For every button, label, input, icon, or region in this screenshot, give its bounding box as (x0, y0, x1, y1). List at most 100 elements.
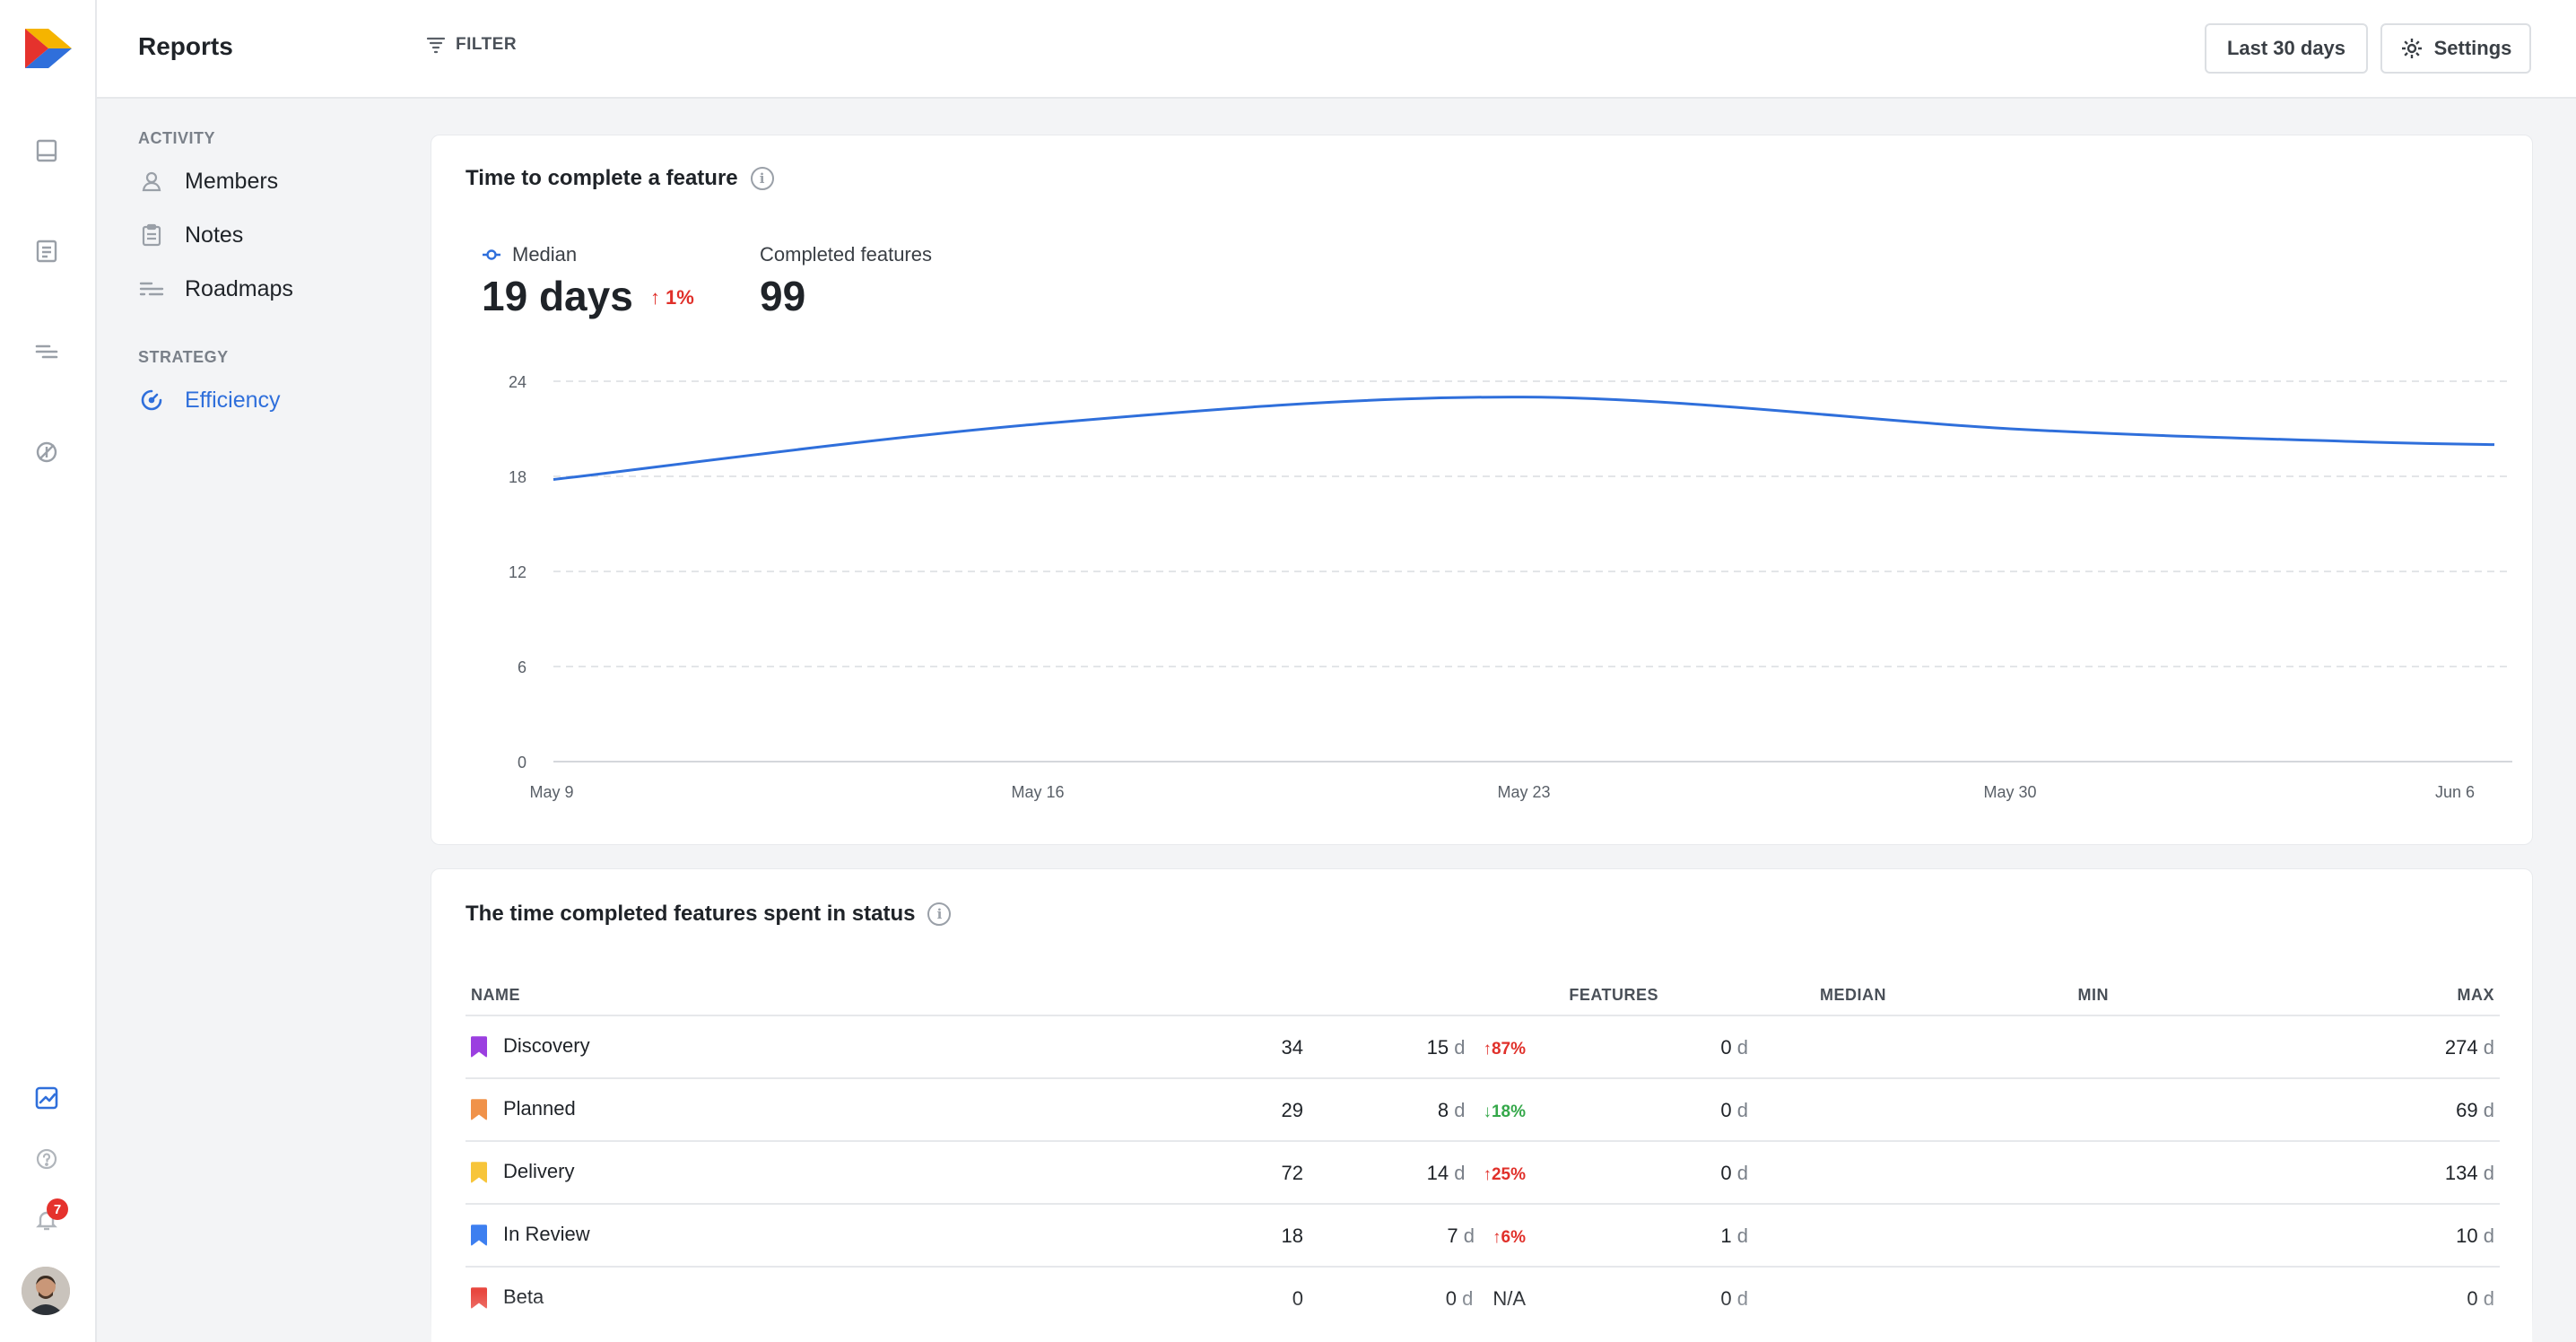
median-series-line[interactable] (553, 396, 2495, 482)
table-row[interactable]: In Review 18 7 d ↑6% 1 d 10 d (466, 1203, 2500, 1266)
nav-item-notes[interactable]: Notes (138, 217, 243, 253)
card-title-text: Time to complete a feature (466, 166, 738, 190)
status-flag-icon (471, 1099, 487, 1121)
col-min[interactable]: MIN (2077, 986, 2109, 1004)
status-name-cell: Delivery (471, 1160, 575, 1184)
person-icon (138, 168, 165, 195)
completed-label: Completed features (760, 243, 932, 266)
clipboard-icon (138, 222, 165, 248)
features-cell: 18 (1281, 1224, 1303, 1247)
nav-label-members: Members (185, 168, 279, 194)
date-range-button[interactable]: Last 30 days (2205, 23, 2368, 74)
x-tick-label: May 16 (1011, 783, 1064, 801)
nav-label-notes: Notes (185, 222, 244, 248)
median-delta: ↑ 1% (650, 286, 694, 309)
features-cell: 29 (1281, 1099, 1303, 1121)
filter-icon (426, 37, 446, 54)
filter-button[interactable]: FILTER (425, 34, 517, 56)
top-bar: Reports FILTER Last 30 days Settings (97, 0, 2576, 99)
feature-time-card: Time to complete a feature i Median 19 d… (431, 135, 2533, 845)
x-tick-label: May 23 (1497, 783, 1550, 801)
y-tick-label: 0 (518, 754, 527, 771)
y-tick-label: 6 (518, 658, 527, 676)
median-series-icon (483, 249, 500, 260)
line-chart: 0 6 12 18 24 May 9 May 16 May 23 May 30 Jun 6 (509, 373, 2512, 801)
scroll-fade (431, 1292, 2533, 1342)
median-cell: 14 d ↑25% (1426, 1162, 1526, 1184)
x-tick-label: May 9 (529, 783, 573, 801)
median-cell: 7 d ↑6% (1447, 1224, 1526, 1247)
features-cell: 34 (1281, 1036, 1303, 1059)
date-range-label: Last 30 days (2226, 37, 2346, 59)
avatar[interactable] (22, 1267, 70, 1315)
notification-badge: 7 (47, 1198, 68, 1220)
app-logo[interactable] (20, 27, 74, 70)
reports-icon[interactable] (29, 1080, 65, 1116)
nav-item-efficiency[interactable]: Efficiency (138, 382, 281, 418)
page-title: Reports (138, 32, 233, 60)
status-name: Delivery (503, 1160, 575, 1182)
median-delta-value: 1% (666, 286, 694, 309)
y-tick-label: 18 (509, 468, 527, 486)
status-card-title: The time completed features spent in sta… (466, 902, 952, 927)
min-cell: 0 d (1720, 1099, 1748, 1121)
card-title: Time to complete a feature i (466, 166, 774, 191)
table-row[interactable]: Planned 29 8 d ↓18% 0 d 69 d (466, 1077, 2500, 1140)
max-cell: 274 d (2444, 1036, 2494, 1059)
table-row[interactable]: Discovery 34 15 d ↑87% 0 d 274 d (466, 1015, 2500, 1077)
min-cell: 0 d (1720, 1162, 1748, 1184)
median-label: Median (482, 243, 577, 266)
col-median[interactable]: MEDIAN (1820, 986, 1886, 1004)
settings-button[interactable]: Settings (2380, 23, 2531, 74)
status-name: Discovery (503, 1034, 590, 1057)
notes-icon[interactable] (29, 233, 65, 269)
nav-label-roadmaps: Roadmaps (185, 275, 293, 301)
x-tick-label: Jun 6 (2435, 783, 2475, 801)
max-cell: 10 d (2456, 1224, 2494, 1247)
gear-icon (2401, 39, 2422, 58)
median-cell: 8 d ↓18% (1437, 1099, 1526, 1121)
median-delta: ↑6% (1493, 1228, 1526, 1247)
filter-label: FILTER (456, 35, 518, 54)
status-name: In Review (503, 1223, 590, 1245)
roadmap-icon[interactable] (29, 334, 65, 370)
median-delta: ↑87% (1483, 1040, 1526, 1059)
min-cell: 1 d (1720, 1224, 1748, 1247)
status-flag-icon (471, 1162, 487, 1184)
median-delta: ↓18% (1483, 1102, 1526, 1121)
col-name[interactable]: NAME (471, 986, 520, 1004)
left-rail: 7 (0, 0, 97, 1342)
median-label-text: Median (512, 243, 578, 266)
nav-item-roadmaps[interactable]: Roadmaps (138, 271, 293, 307)
median-value: 19 days (482, 273, 633, 319)
features-cell: 72 (1281, 1162, 1303, 1184)
max-cell: 134 d (2444, 1162, 2494, 1184)
info-icon[interactable]: i (750, 167, 774, 190)
completed-value: 99 (760, 273, 806, 319)
status-flag-icon (471, 1224, 487, 1247)
status-name-cell: Discovery (471, 1034, 590, 1059)
min-cell: 0 d (1720, 1036, 1748, 1059)
table-row[interactable]: Delivery 72 14 d ↑25% 0 d 134 d (466, 1140, 2500, 1203)
col-max[interactable]: MAX (2457, 986, 2494, 1004)
nav-item-members[interactable]: Members (138, 163, 278, 199)
median-delta: ↑25% (1483, 1165, 1526, 1184)
gauge-icon (138, 387, 165, 414)
settings-label: Settings (2433, 37, 2512, 59)
median-cell: 15 d ↑87% (1426, 1036, 1526, 1059)
y-tick-label: 12 (509, 563, 527, 581)
section-strategy: STRATEGY (138, 348, 229, 366)
col-features[interactable]: FEATURES (1569, 986, 1658, 1004)
status-card-title-text: The time completed features spent in sta… (466, 902, 916, 926)
help-icon[interactable] (29, 1141, 65, 1177)
insights-icon[interactable] (29, 434, 65, 470)
info-icon[interactable]: i (927, 902, 952, 926)
status-card: The time completed features spent in sta… (431, 868, 2533, 1342)
y-tick-label: 24 (509, 373, 527, 391)
section-activity: ACTIVITY (138, 129, 216, 147)
status-name: Planned (503, 1097, 576, 1120)
max-cell: 69 d (2456, 1099, 2494, 1121)
inbox-icon[interactable] (29, 133, 65, 169)
status-flag-icon (471, 1036, 487, 1059)
x-tick-label: May 30 (1983, 783, 2036, 801)
